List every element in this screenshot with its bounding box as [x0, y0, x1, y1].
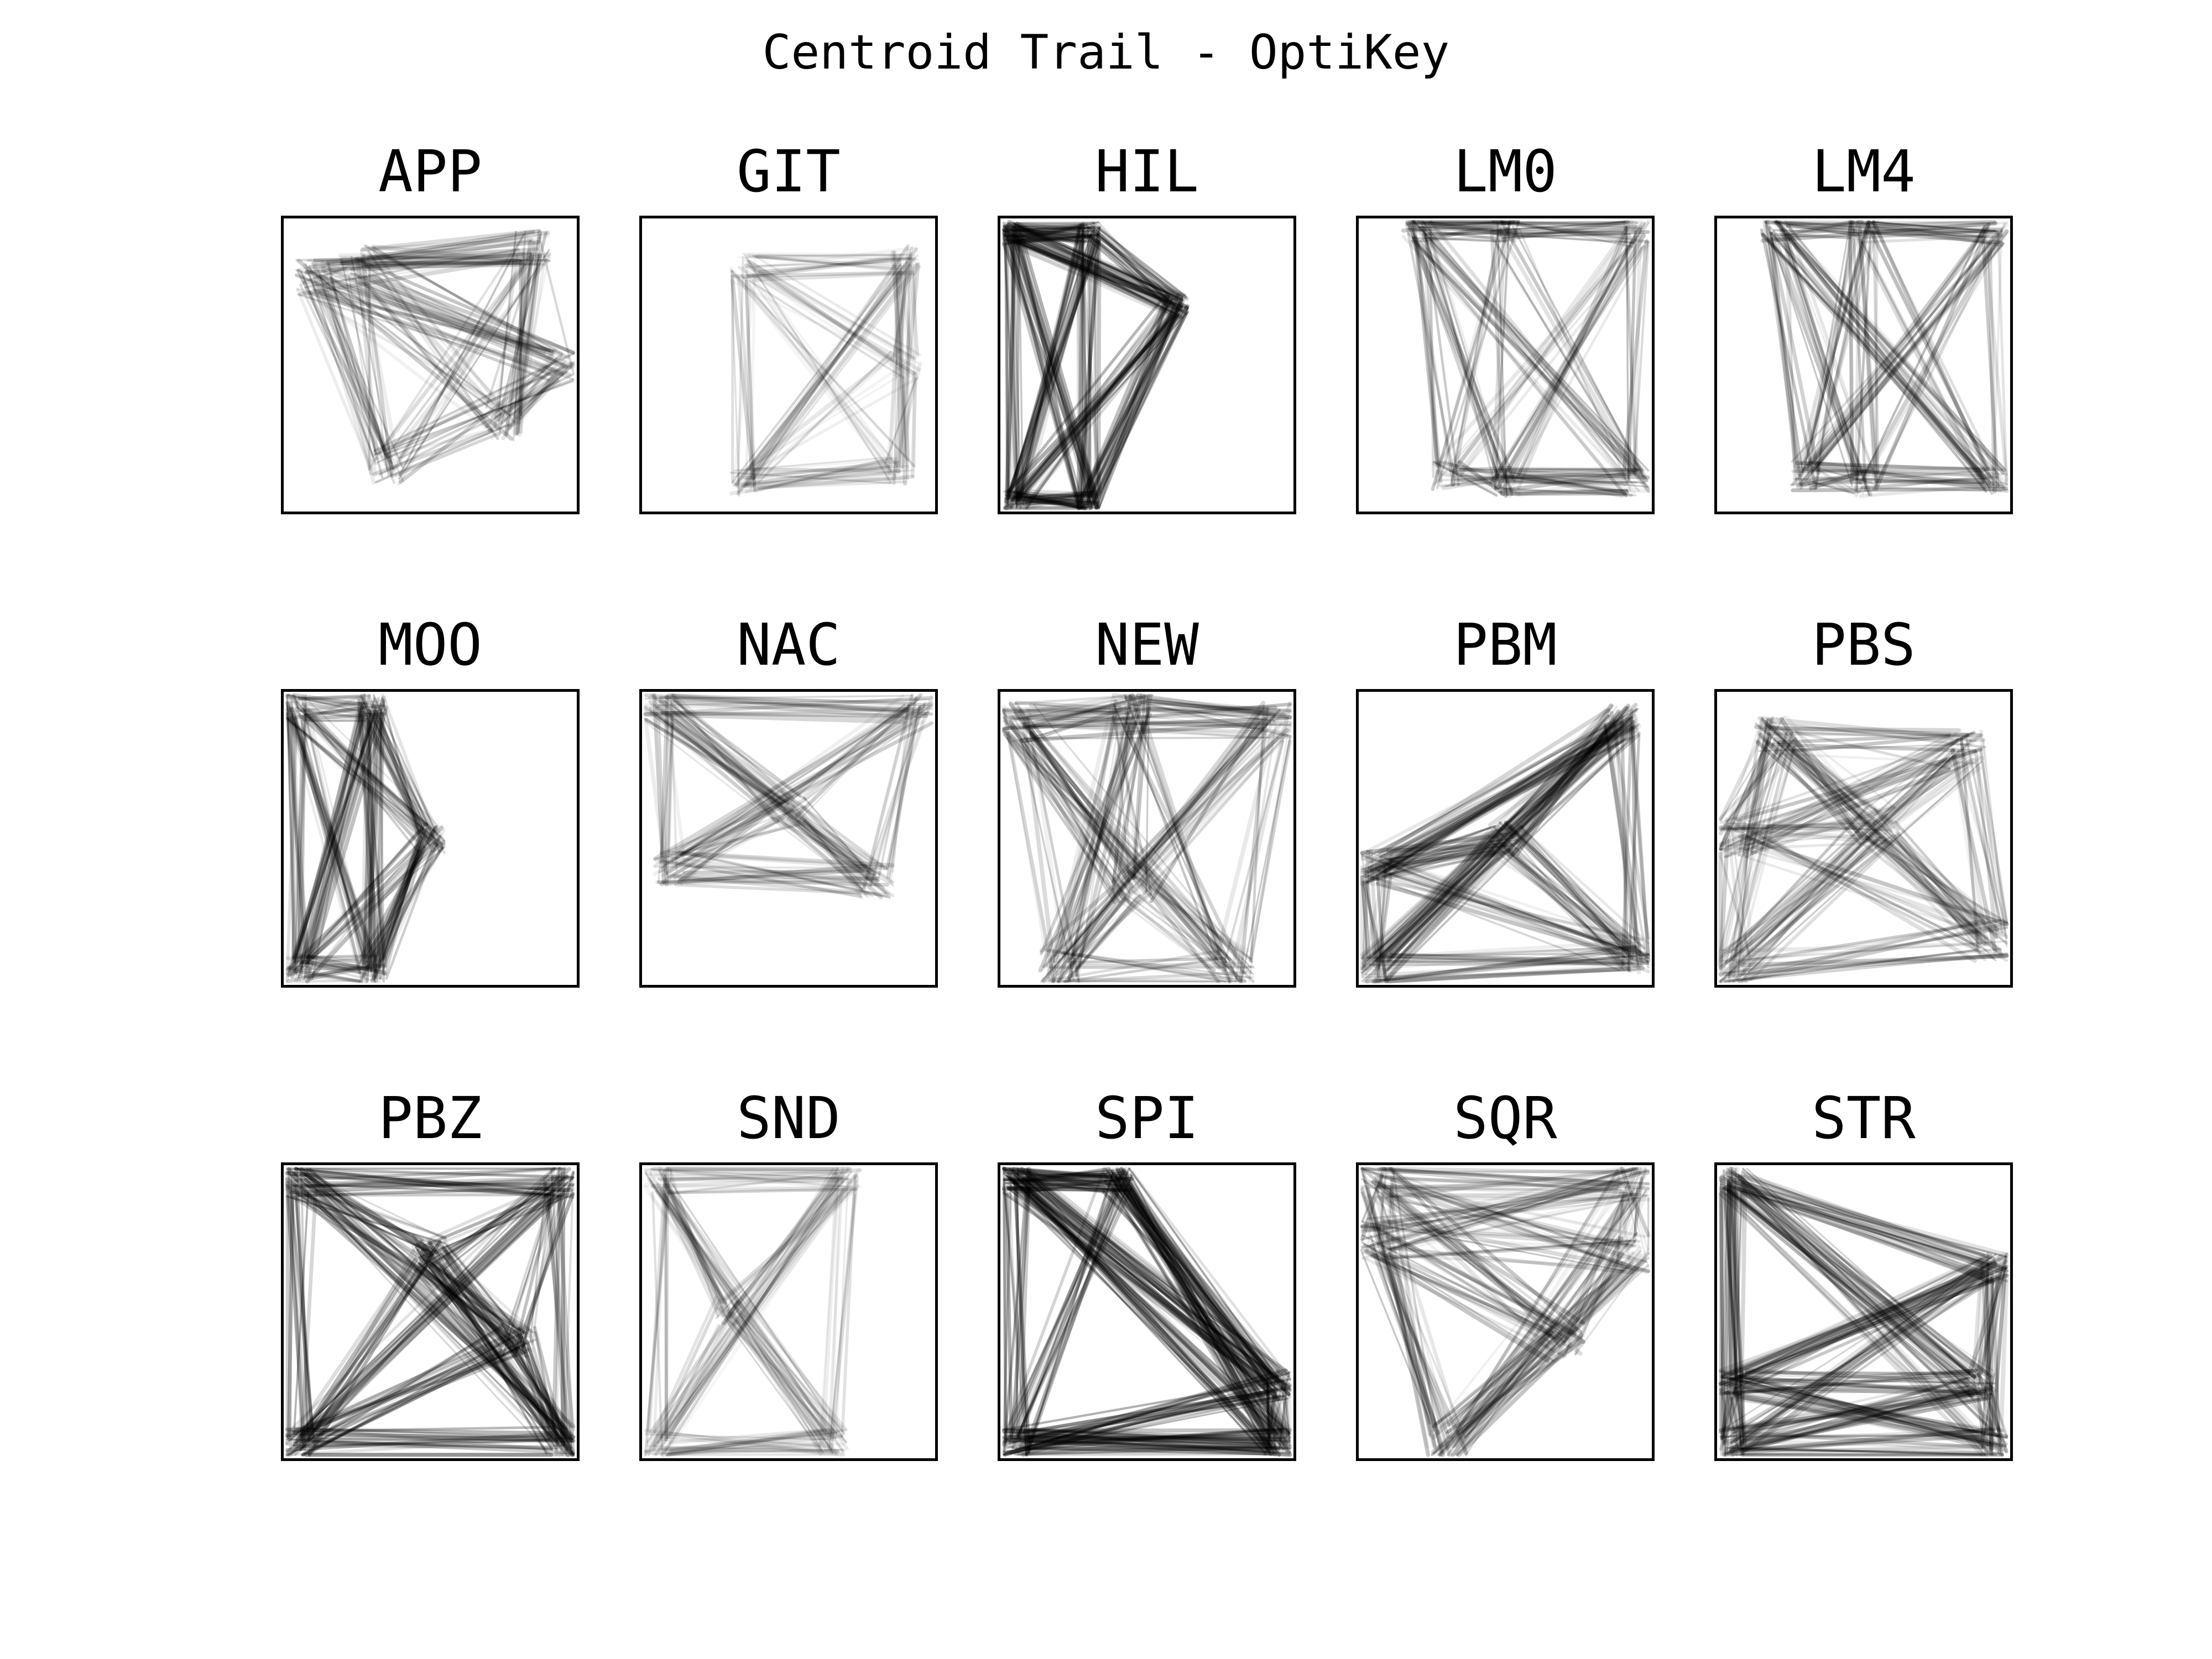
trail-segments — [1362, 705, 1648, 982]
trail-segments — [645, 695, 931, 898]
trail-plot — [1714, 216, 2013, 514]
panel-moo: MOO — [281, 606, 580, 988]
trail-plot — [639, 216, 938, 514]
trail-segment — [1010, 717, 1131, 719]
trail-segments — [1762, 222, 2007, 496]
trail-segment — [732, 1317, 833, 1439]
trail-segment — [669, 1168, 850, 1169]
trail-segments — [1404, 222, 1648, 496]
panel-title: SQR — [1356, 1079, 1655, 1162]
trail-segments — [731, 246, 920, 495]
trail-segment — [659, 1178, 841, 1179]
trail-segments — [1362, 1168, 1648, 1454]
trail-plot — [281, 689, 580, 988]
trail-plot — [639, 1162, 938, 1461]
panel-pbz: PBZ — [281, 1079, 580, 1461]
panel-title: SND — [639, 1079, 938, 1162]
trail-segment — [656, 867, 877, 868]
panel-snd: SND — [639, 1079, 938, 1461]
trail-segments — [1720, 717, 2006, 981]
trail-segments — [296, 231, 573, 484]
trail-plot — [998, 216, 1296, 514]
trail-segments — [1004, 695, 1290, 981]
panel-hil: HIL — [998, 133, 1296, 514]
panel-git: GIT — [639, 133, 938, 514]
trail-segment — [563, 1170, 564, 1445]
trail-plot — [1356, 689, 1655, 988]
trail-plot — [1714, 689, 2013, 988]
panel-lm4: LM4 — [1714, 133, 2013, 514]
trail-plot — [998, 1162, 1296, 1461]
trail-plot — [1356, 1162, 1655, 1461]
trail-segment — [1720, 1181, 2006, 1271]
trail-plot — [281, 1162, 580, 1461]
trail-plot — [639, 689, 938, 988]
panel-title: GIT — [639, 133, 938, 216]
panel-title: APP — [281, 133, 580, 216]
trail-plot — [1714, 1162, 2013, 1461]
panel-nac: NAC — [639, 606, 938, 988]
trail-segment — [668, 1454, 836, 1455]
panel-title: PBM — [1356, 606, 1655, 689]
trail-plot — [281, 216, 580, 514]
panel-title: STR — [1714, 1079, 2013, 1162]
panel-title: MOO — [281, 606, 580, 689]
trail-segment — [1500, 469, 1642, 470]
trail-segments — [287, 1168, 573, 1454]
panel-spi: SPI — [998, 1079, 1296, 1461]
panel-title: NAC — [639, 606, 938, 689]
panel-new: NEW — [998, 606, 1296, 988]
panel-sqr: SQR — [1356, 1079, 1655, 1461]
panel-title: PBZ — [281, 1079, 580, 1162]
panel-pbm: PBM — [1356, 606, 1655, 988]
trail-plot — [998, 689, 1296, 988]
panel-lm0: LM0 — [1356, 133, 1655, 514]
panel-title: NEW — [998, 606, 1296, 689]
panel-title: HIL — [998, 133, 1296, 216]
trail-segments — [645, 1168, 860, 1454]
panel-title: LM0 — [1356, 133, 1655, 216]
trail-segment — [1793, 489, 2006, 491]
panel-title: SPI — [998, 1079, 1296, 1162]
panel-str: STR — [1714, 1079, 2013, 1461]
trail-segments — [1004, 222, 1188, 508]
trail-segments — [1720, 1168, 2006, 1454]
panel-title: LM4 — [1714, 133, 2013, 216]
trail-segment — [1850, 222, 1852, 482]
trail-segment — [666, 1168, 667, 1440]
trail-plot — [1356, 216, 1655, 514]
panel-pbs: PBS — [1714, 606, 2013, 988]
panel-app: APP — [281, 133, 580, 514]
trail-segments — [1004, 1168, 1290, 1454]
trail-segments — [287, 695, 445, 981]
panel-title: PBS — [1714, 606, 2013, 689]
